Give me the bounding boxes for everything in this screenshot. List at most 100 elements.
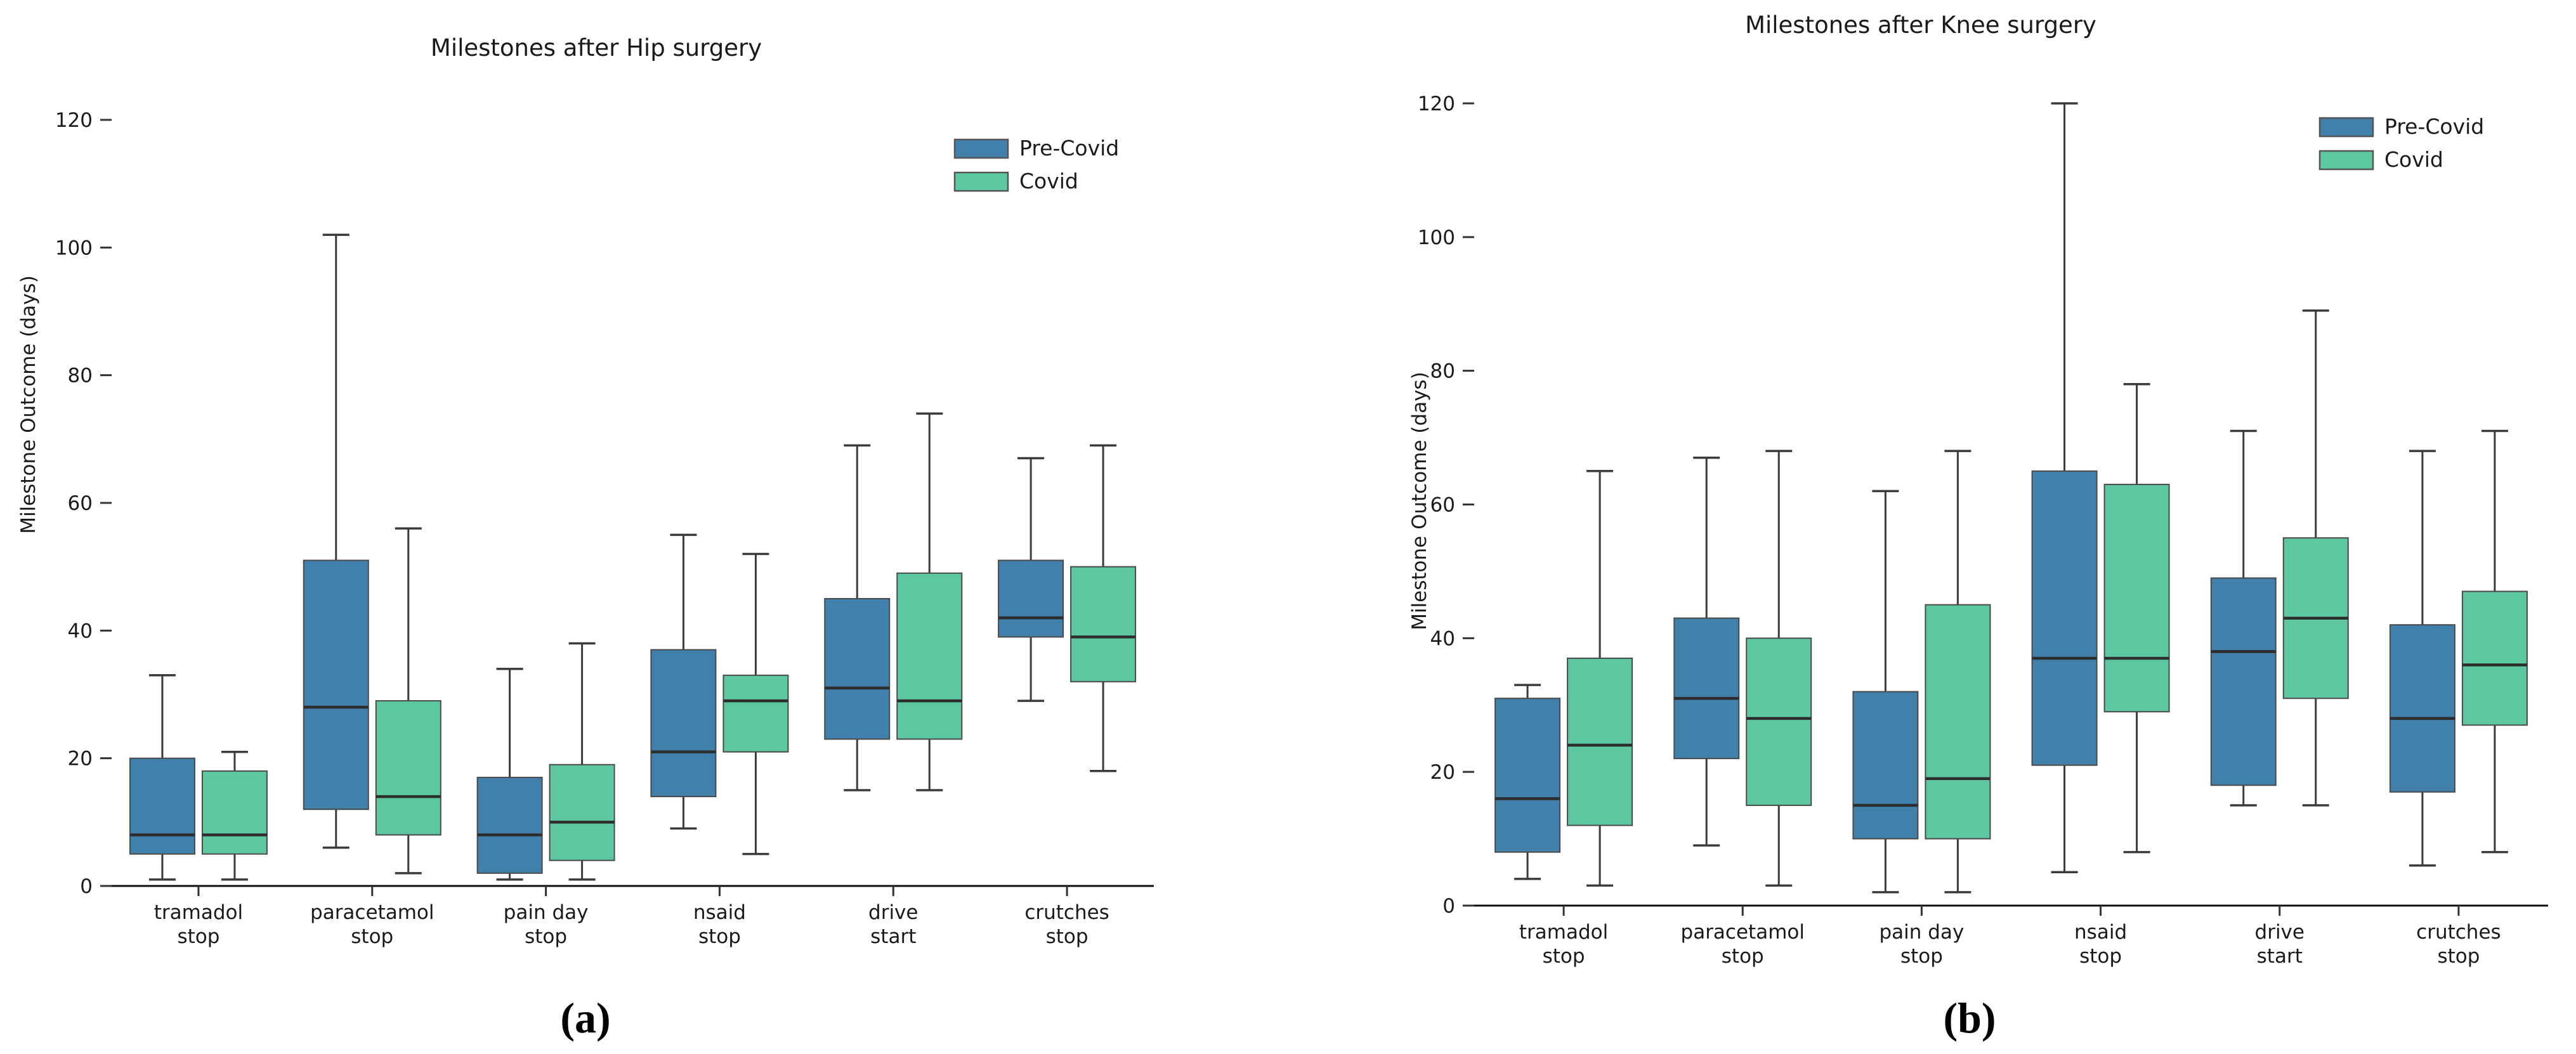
y-axis-label: Milestone Outcome (days) bbox=[17, 275, 40, 534]
x-tick-label: paracetamol bbox=[310, 901, 434, 924]
box-group bbox=[650, 533, 717, 830]
iqr-box bbox=[1746, 637, 1812, 806]
box-group bbox=[2282, 309, 2349, 807]
x-tick-label: tramadol bbox=[154, 901, 243, 924]
y-tick-label: 40 bbox=[1430, 627, 1455, 650]
legend-label: Pre-Covid bbox=[1019, 136, 1119, 160]
legend-swatch-pre-covid bbox=[2318, 117, 2374, 138]
iqr-box bbox=[549, 764, 615, 861]
legend-label: Pre-Covid bbox=[2384, 114, 2484, 139]
y-tick-label: 60 bbox=[68, 492, 93, 515]
x-tick-label: pain day bbox=[504, 901, 589, 924]
x-tick-label: stop bbox=[177, 925, 219, 948]
knee-boxplot-chart: Milestones after Knee surgery Milestone O… bbox=[1408, 11, 2548, 968]
x-tick-label: stop bbox=[525, 925, 567, 948]
iqr-box bbox=[1925, 604, 1991, 840]
box-group bbox=[549, 642, 615, 881]
box-group bbox=[1746, 450, 1812, 887]
x-tick-label: stop bbox=[2079, 945, 2122, 968]
y-tick-label: 120 bbox=[1418, 93, 1455, 115]
box-group bbox=[1070, 444, 1137, 772]
x-tick-label: stop bbox=[351, 925, 393, 948]
box-group bbox=[824, 444, 891, 791]
hip-chart-panel: Milestones after Hip surgery Milestone Ou… bbox=[17, 34, 1154, 948]
box-group bbox=[896, 412, 963, 791]
y-tick-label: 0 bbox=[80, 875, 93, 898]
iqr-box bbox=[998, 559, 1064, 638]
x-tick-label: stop bbox=[698, 925, 741, 948]
iqr-box bbox=[375, 700, 441, 836]
iqr-box bbox=[476, 776, 543, 874]
y-tick-label: 20 bbox=[68, 748, 93, 771]
iqr-box bbox=[201, 770, 268, 855]
box-group bbox=[2031, 102, 2098, 874]
x-tick-label: start bbox=[2257, 945, 2303, 968]
y-tick-label: 40 bbox=[68, 620, 93, 642]
box-group bbox=[201, 750, 268, 881]
iqr-box bbox=[824, 598, 891, 740]
x-tick-label: drive bbox=[2255, 921, 2305, 944]
box-group bbox=[998, 457, 1064, 702]
legend-label: Covid bbox=[1019, 169, 1078, 193]
box-group bbox=[2103, 383, 2170, 854]
box-group bbox=[129, 674, 195, 881]
iqr-box bbox=[1567, 657, 1633, 826]
y-tick-label: 80 bbox=[1430, 360, 1455, 383]
box-group bbox=[1494, 684, 1561, 880]
x-tick-label: tramadol bbox=[1519, 921, 1608, 944]
box-group bbox=[722, 552, 789, 856]
subfigure-caption-b: (b) bbox=[1943, 994, 1996, 1042]
box-group bbox=[2461, 429, 2528, 854]
iqr-box bbox=[722, 674, 789, 753]
x-tick-label: stop bbox=[1046, 925, 1089, 948]
knee-chart-panel: Milestones after Knee surgery Milestone O… bbox=[1288, 0, 2576, 1054]
box-group bbox=[375, 527, 441, 875]
y-tick-label: 0 bbox=[1442, 895, 1455, 918]
legend-label: Covid bbox=[2384, 147, 2443, 172]
x-tick-label: start bbox=[870, 925, 916, 948]
y-tick-label: 100 bbox=[1418, 226, 1455, 249]
box-group bbox=[1925, 450, 1991, 894]
chart-title: Milestones after Knee surgery bbox=[1745, 11, 2096, 39]
x-tick-label: nsaid bbox=[693, 901, 746, 924]
x-tick-label: drive bbox=[868, 901, 918, 924]
x-tick-label: crutches bbox=[1024, 901, 1109, 924]
x-tick-label: stop bbox=[1543, 945, 1585, 968]
box-group bbox=[1852, 490, 1919, 894]
box-group bbox=[1567, 470, 1633, 887]
legend-swatch-covid bbox=[953, 171, 1009, 192]
x-tick-label: pain day bbox=[1880, 921, 1965, 944]
iqr-box bbox=[2461, 590, 2528, 726]
chart-title: Milestones after Hip surgery bbox=[431, 34, 762, 62]
y-tick-label: 100 bbox=[55, 237, 93, 259]
iqr-box bbox=[896, 572, 963, 740]
hip-boxplot-chart: Milestones after Hip surgery Milestone Ou… bbox=[17, 34, 1154, 948]
y-tick-label: 80 bbox=[68, 365, 93, 387]
box-group bbox=[1673, 456, 1740, 847]
iqr-box bbox=[1673, 617, 1740, 760]
iqr-box bbox=[650, 649, 717, 798]
iqr-box bbox=[1852, 691, 1919, 840]
x-tick-label: stop bbox=[1900, 945, 1943, 968]
box-group bbox=[2210, 429, 2277, 807]
subfigure-caption-a: (a) bbox=[560, 994, 611, 1042]
box-group bbox=[2389, 450, 2455, 867]
iqr-box bbox=[129, 757, 195, 855]
iqr-box bbox=[2210, 577, 2277, 786]
x-tick-label: stop bbox=[1722, 945, 1764, 968]
x-tick-label: nsaid bbox=[2074, 921, 2127, 944]
iqr-box bbox=[1494, 698, 1561, 853]
x-tick-label: crutches bbox=[2416, 921, 2501, 944]
y-tick-label: 20 bbox=[1430, 761, 1455, 784]
iqr-box bbox=[2103, 483, 2170, 713]
iqr-box bbox=[1070, 566, 1137, 682]
y-tick-label: 60 bbox=[1430, 494, 1455, 517]
legend-swatch-covid bbox=[2318, 150, 2374, 171]
x-tick-label: paracetamol bbox=[1681, 921, 1805, 944]
y-axis-label: Milestone Outcome (days) bbox=[1408, 372, 1431, 630]
box-group bbox=[476, 667, 543, 881]
x-tick-label: stop bbox=[2437, 945, 2480, 968]
box-group bbox=[303, 233, 369, 849]
legend-swatch-pre-covid bbox=[953, 138, 1009, 159]
iqr-box bbox=[2389, 624, 2455, 793]
